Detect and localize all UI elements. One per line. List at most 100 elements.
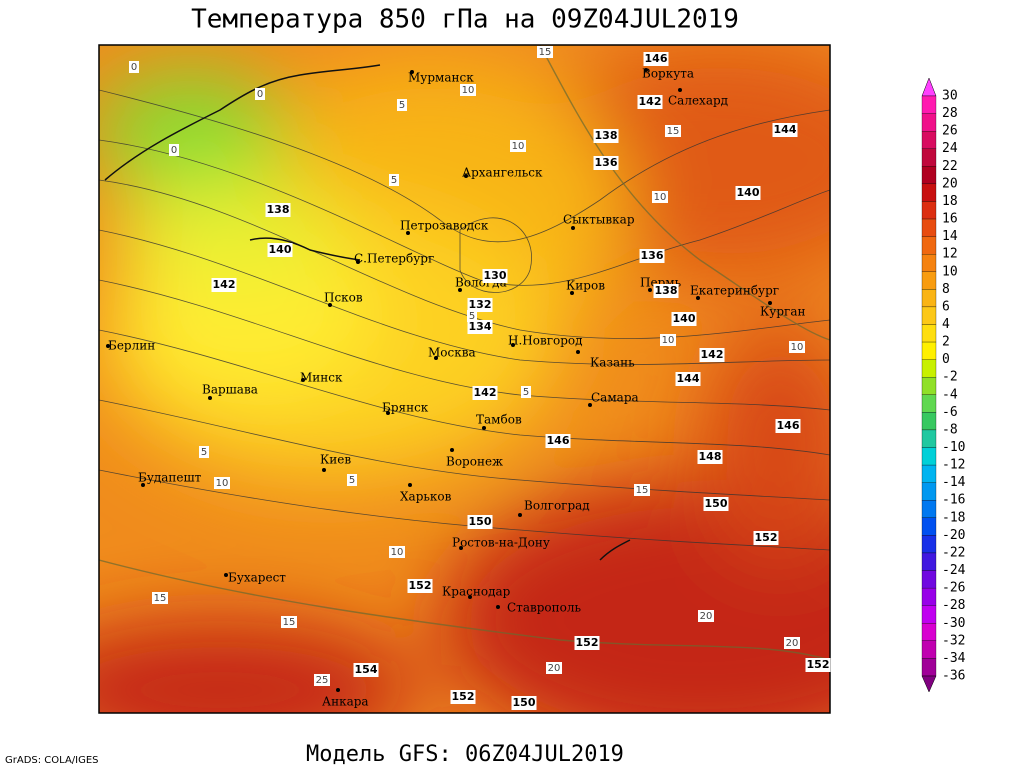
colorbar-segment xyxy=(921,166,937,185)
height-label-box xyxy=(671,312,697,326)
isotherm-label: 15 xyxy=(667,126,680,137)
isotherm-label-box xyxy=(199,446,209,458)
colorbar-segment xyxy=(921,131,937,149)
city-dot xyxy=(224,573,228,577)
height-label-box xyxy=(467,515,493,529)
city-label: Тамбов xyxy=(476,413,522,427)
height-label: 146 xyxy=(777,419,800,432)
colorbar-label: 8 xyxy=(942,282,950,297)
colorbar-segment xyxy=(921,183,937,202)
city-dot xyxy=(678,88,682,92)
city-dot xyxy=(328,303,332,307)
isotherm-label: 10 xyxy=(654,192,667,203)
height-label-box xyxy=(699,348,725,362)
colorbar-label: -32 xyxy=(942,633,965,648)
colorbar-segment xyxy=(921,552,937,571)
height-label: 138 xyxy=(595,129,618,142)
map-title: Температура 850 гПа на 09Z04JUL2019 xyxy=(191,5,739,35)
height-label-box xyxy=(467,298,493,312)
isotherm-label: 10 xyxy=(391,547,404,558)
isotherm-label-box xyxy=(255,88,265,100)
height-label-box xyxy=(211,278,237,292)
colorbar-segment xyxy=(921,570,937,589)
isotherm-label: 15 xyxy=(636,485,649,496)
colorbar-label: 2 xyxy=(942,335,950,350)
city-dot xyxy=(408,483,412,487)
city-label: С.Петербург xyxy=(354,252,434,266)
height-label: 148 xyxy=(699,450,722,463)
city-label: Будапешт xyxy=(138,471,202,485)
city-label: Москва xyxy=(428,346,476,360)
colorbar-label: 28 xyxy=(942,106,958,121)
city-dot xyxy=(482,426,486,430)
city-dot xyxy=(336,688,340,692)
city-dot xyxy=(386,411,390,415)
colorbar-label: 22 xyxy=(942,159,958,174)
colorbar-segment xyxy=(921,306,937,325)
colorbar-label: -24 xyxy=(942,563,966,578)
colorbar-label: 26 xyxy=(942,124,958,139)
colorbar-segment xyxy=(921,236,937,255)
colorbar-label: -4 xyxy=(942,387,958,402)
city-label: Екатеринбург xyxy=(690,284,779,298)
height-label: 142 xyxy=(701,348,724,361)
city-dot xyxy=(696,296,700,300)
height-label: 136 xyxy=(641,249,664,262)
height-label-box xyxy=(353,663,379,677)
city-dot xyxy=(459,546,463,550)
city-label: Казань xyxy=(590,356,635,370)
city-label: Киев xyxy=(320,453,351,467)
height-label: 132 xyxy=(469,298,492,311)
height-label-box xyxy=(482,269,508,283)
isotherm-label-box xyxy=(347,474,357,486)
isotherm-label: 10 xyxy=(662,335,675,346)
city-dot xyxy=(468,595,472,599)
isotherm-label: 15 xyxy=(283,617,296,628)
height-label: 150 xyxy=(705,497,728,510)
isotherm-label-box xyxy=(314,674,330,686)
colorbar-segment xyxy=(921,95,937,114)
colorbar-label: 6 xyxy=(942,299,950,314)
height-label: 146 xyxy=(645,52,668,65)
colorbar-segment xyxy=(921,412,937,431)
city-label: Курган xyxy=(760,305,805,319)
city-dot xyxy=(301,378,305,382)
city-dot xyxy=(434,356,438,360)
isotherm-label: 10 xyxy=(216,478,229,489)
isotherm-label: 10 xyxy=(462,85,475,96)
height-label-box xyxy=(545,434,571,448)
city-label: Архангельск xyxy=(462,166,543,180)
colorbar-label: 24 xyxy=(942,141,958,156)
city-label: Волгоград xyxy=(524,499,590,513)
height-label-box xyxy=(265,203,291,217)
height-label: 152 xyxy=(807,658,830,671)
height-label: 152 xyxy=(755,531,778,544)
colorbar-label: -28 xyxy=(942,598,965,613)
isotherm-label: 5 xyxy=(399,100,405,111)
colorbar-label: 12 xyxy=(942,247,958,262)
colorbar-segment xyxy=(921,623,937,641)
city-label: Киров xyxy=(566,279,605,293)
colorbar-label: 14 xyxy=(942,229,958,244)
city-label: Варшава xyxy=(202,383,258,397)
map-frame xyxy=(98,44,831,714)
city-dot xyxy=(496,605,500,609)
height-label: 144 xyxy=(677,372,700,385)
colorbar-label: 10 xyxy=(942,264,958,279)
height-label-box xyxy=(267,243,293,257)
colorbar-label: -16 xyxy=(942,493,965,508)
height-label: 138 xyxy=(655,284,678,297)
isotherm-label-box xyxy=(537,46,553,58)
isotherm-label-box xyxy=(152,592,168,604)
colorbar-label: -36 xyxy=(942,669,965,684)
credit: GrADS: COLA/IGES xyxy=(5,755,99,766)
colorbar-bottom-arrow xyxy=(921,675,937,693)
colorbar-segment xyxy=(921,271,937,290)
colorbar-segment xyxy=(921,605,937,624)
city-dot xyxy=(106,344,110,348)
height-label-box xyxy=(639,249,665,263)
city-label: Мурманск xyxy=(408,71,474,85)
colorbar-segment xyxy=(921,394,937,413)
height-label-box xyxy=(637,95,663,109)
temperature-field xyxy=(99,45,830,713)
